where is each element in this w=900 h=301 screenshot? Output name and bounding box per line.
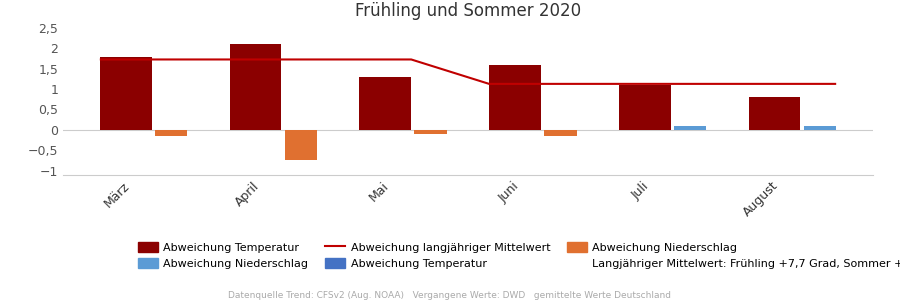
Bar xyxy=(544,130,577,136)
Legend: Abweichung Temperatur, Abweichung Niederschlag, Abweichung langjähriger Mittelwe: Abweichung Temperatur, Abweichung Nieder… xyxy=(133,237,900,273)
Bar xyxy=(155,130,187,136)
Bar xyxy=(359,77,411,130)
Bar xyxy=(230,45,282,130)
Bar xyxy=(284,130,317,160)
Text: Datenquelle Trend: CFSv2 (Aug. NOAA)   Vergangene Werte: DWD   gemittelte Werte : Datenquelle Trend: CFSv2 (Aug. NOAA) Ver… xyxy=(229,291,671,300)
Bar xyxy=(619,85,670,130)
Bar xyxy=(415,130,447,134)
Bar xyxy=(489,65,541,130)
Bar xyxy=(804,126,836,130)
Bar xyxy=(804,126,836,130)
Bar xyxy=(100,57,152,130)
Title: Frühling und Sommer 2020: Frühling und Sommer 2020 xyxy=(355,2,581,20)
Bar xyxy=(674,126,706,130)
Bar xyxy=(749,97,800,130)
Bar xyxy=(674,126,706,130)
